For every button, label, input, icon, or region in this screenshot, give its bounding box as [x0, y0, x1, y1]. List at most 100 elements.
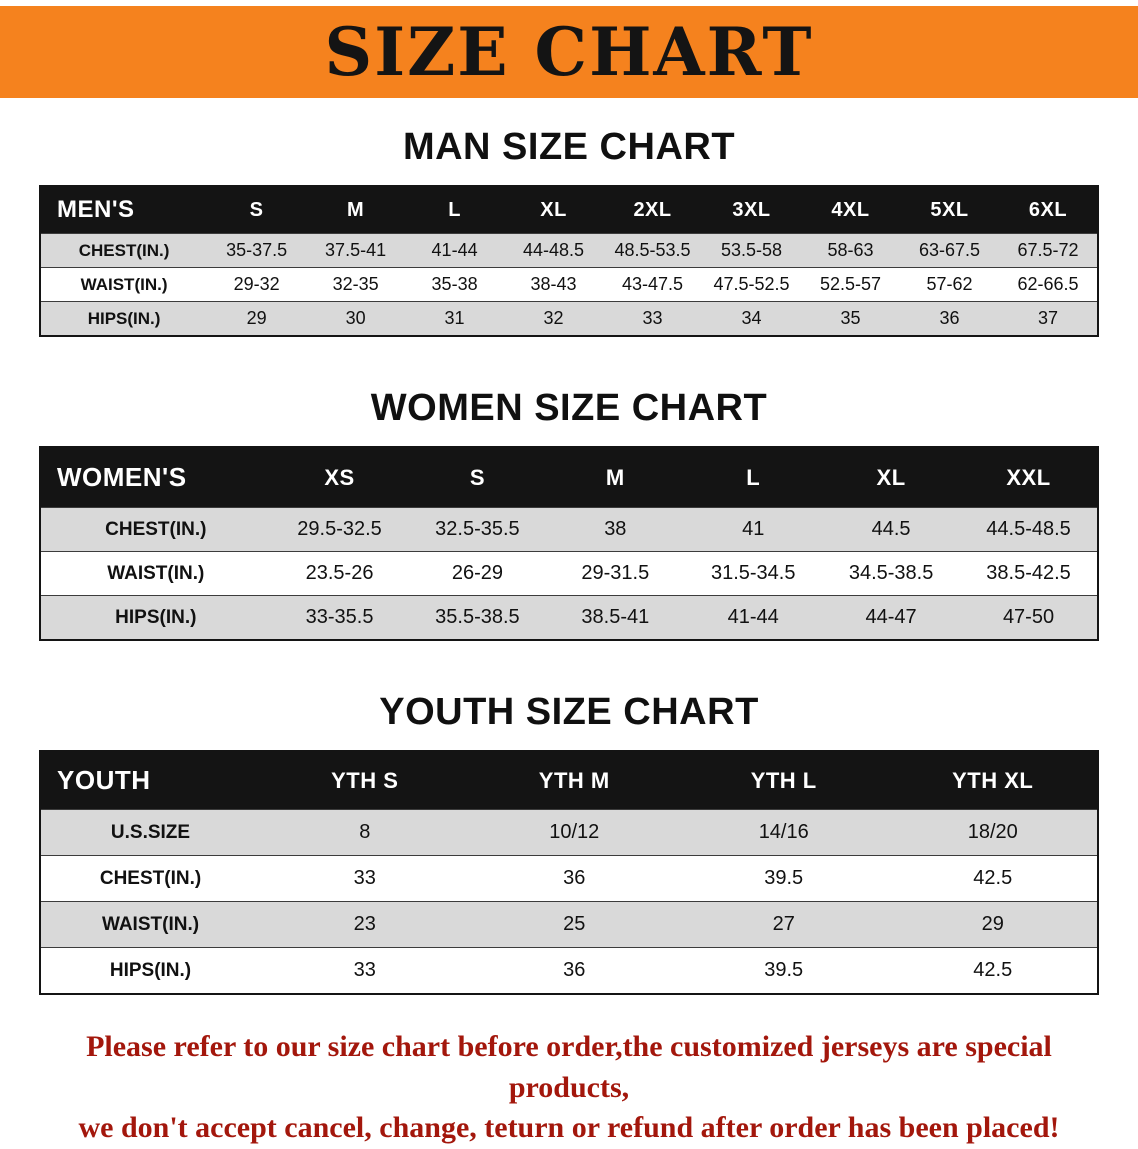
- table-cell: 32.5-35.5: [435, 518, 520, 540]
- table-cell: 63-67.5: [918, 240, 981, 260]
- table-cell: 44.5: [871, 518, 911, 540]
- table-header-row: YOUTH YTH S YTH M YTH L YTH XL: [40, 751, 1098, 810]
- note-line-1: Please refer to our size chart before or…: [86, 1030, 1052, 1104]
- table-cell: 47.5-52.5: [713, 274, 790, 294]
- table-cell: 36: [563, 959, 586, 981]
- table-cell: 18/20: [967, 821, 1018, 843]
- table-cell: 27: [772, 913, 795, 935]
- table-cell: 30: [345, 308, 366, 328]
- women-size-chart-heading: WOMEN SIZE CHART: [370, 387, 768, 429]
- table-row: CHEST(IN.) 29.5-32.5 32.5-35.5 38 41 44.5 44.5…: [40, 507, 1098, 552]
- table-cell: 47-50: [1002, 606, 1055, 628]
- table-cell: 38: [604, 518, 627, 540]
- table-row: HIPS(IN.) 29 30 31 32 33 34 35 36 37: [40, 301, 1098, 336]
- banner: SIZE CHART: [0, 6, 1138, 98]
- table-cell: 33: [642, 308, 663, 328]
- table-cell: 37: [1037, 308, 1058, 328]
- table-row: HIPS(IN.) 33 36 39.5 42.5: [40, 947, 1098, 995]
- man-size-chart-section: MAN SIZE CHART MEN'S S M L XL 2XL 3XL 4XL 5XL 6XL…: [0, 126, 1138, 337]
- youth-size-chart-heading: YOUTH SIZE CHART: [379, 691, 759, 733]
- table-header-cell: XS: [270, 447, 409, 508]
- table-cell: 33-35.5: [305, 606, 374, 628]
- table-cell: 8: [359, 821, 371, 843]
- table-row: HIPS(IN.) 33-35.5 35.5-38.5 38.5-41 41-44 44-…: [40, 595, 1098, 640]
- table-cell: 32: [543, 308, 564, 328]
- row-label-cell: WAIST(IN.): [107, 562, 205, 584]
- page-title: SIZE CHART: [324, 13, 814, 91]
- table-row: U.S.SIZE 8 10/12 14/16 18/20: [40, 809, 1098, 856]
- table-title-cell: MEN'S: [40, 186, 208, 234]
- table-header-cell: 4XL: [801, 186, 900, 234]
- table-cell: 33: [353, 959, 376, 981]
- table-row: WAIST(IN.) 23 25 27 29: [40, 901, 1098, 948]
- mens-size-table: MEN'S S M L XL 2XL 3XL 4XL 5XL 6XL CHEST(IN.) 35-37…: [39, 185, 1099, 337]
- table-cell: 31.5-34.5: [710, 562, 796, 584]
- table-cell: 44-48.5: [523, 240, 585, 260]
- table-header-cell: YTH S: [260, 751, 470, 810]
- table-cell: 39.5: [764, 959, 804, 981]
- footer-note: Please refer to our size chart before or…: [24, 1027, 1114, 1149]
- table-row: WAIST(IN.) 23.5-26 26-29 29-31.5 31.5-34.5 34…: [40, 551, 1098, 596]
- table-cell: 26-29: [451, 562, 503, 584]
- row-label-cell: CHEST(IN.): [105, 518, 207, 540]
- table-header-cell: M: [306, 186, 406, 234]
- table-cell: 23.5-26: [305, 562, 374, 584]
- table-cell: 42.5: [973, 867, 1013, 889]
- table-header-cell: XL: [504, 186, 604, 234]
- table-cell: 29: [981, 913, 1004, 935]
- table-head: MEN'S S M L XL 2XL 3XL 4XL 5XL 6XL: [40, 186, 1098, 234]
- table-cell: 42.5: [973, 959, 1013, 981]
- women-size-chart-section: WOMEN SIZE CHART WOMEN'S XS S M L XL XXL CHEST(…: [0, 387, 1138, 641]
- table-header-row: WOMEN'S XS S M L XL XXL: [40, 447, 1098, 508]
- table-header-cell: L: [405, 186, 505, 234]
- table-cell: 43-47.5: [622, 274, 684, 294]
- table-cell: 44-47: [865, 606, 917, 628]
- row-label-cell: CHEST(IN.): [78, 240, 170, 260]
- size-chart-page: SIZE CHART MAN SIZE CHART MEN'S S M L XL 2XL 3…: [0, 6, 1138, 1149]
- table-head: WOMEN'S XS S M L XL XXL: [40, 447, 1098, 508]
- table-cell: 14/16: [758, 821, 809, 843]
- table-cell: 62-66.5: [1017, 274, 1079, 294]
- table-cell: 35-37.5: [226, 240, 288, 260]
- table-row: WAIST(IN.) 29-32 32-35 35-38 38-43 43-47.5 47.…: [40, 267, 1098, 302]
- table-cell: 35.5-38.5: [435, 606, 520, 628]
- row-label-cell: WAIST(IN.): [80, 274, 168, 294]
- table-cell: 44.5-48.5: [986, 518, 1071, 540]
- row-label-cell: HIPS(IN.): [115, 606, 197, 628]
- table-cell: 29: [246, 308, 267, 328]
- table-cell: 48.5-53.5: [614, 240, 691, 260]
- table-cell: 29-31.5: [581, 562, 650, 584]
- table-header-cell: 3XL: [702, 186, 802, 234]
- table-cell: 41-44: [431, 240, 478, 260]
- table-cell: 57-62: [926, 274, 973, 294]
- youth-size-table: YOUTH YTH S YTH M YTH L YTH XL U.S.SIZE 8 10/12…: [39, 750, 1099, 995]
- table-cell: 29.5-32.5: [297, 518, 382, 540]
- table-cell: 35: [840, 308, 861, 328]
- table-body: CHEST(IN.) 35-37.5 37.5-41 41-44 44-48.5 48.5…: [40, 233, 1098, 336]
- table-header-cell: 2XL: [603, 186, 703, 234]
- table-cell: 41-44: [727, 606, 779, 628]
- table-title-cell: YOUTH: [40, 751, 261, 810]
- table-cell: 34: [741, 308, 762, 328]
- table-cell: 39.5: [764, 867, 804, 889]
- table-cell: 58-63: [827, 240, 874, 260]
- table-cell: 36: [563, 867, 586, 889]
- row-label-cell: HIPS(IN.): [109, 959, 192, 981]
- row-label-cell: U.S.SIZE: [110, 821, 191, 843]
- table-body: U.S.SIZE 8 10/12 14/16 18/20 CHEST(IN.) 33 36 39…: [40, 809, 1098, 995]
- table-cell: 67.5-72: [1017, 240, 1079, 260]
- table-cell: 35-38: [431, 274, 478, 294]
- table-header-cell: XXL: [960, 447, 1098, 508]
- table-header-cell: YTH L: [678, 751, 889, 810]
- table-cell: 33: [353, 867, 376, 889]
- table-cell: 41: [742, 518, 765, 540]
- table-header-cell: 6XL: [998, 186, 1098, 234]
- table-cell: 38.5-42.5: [986, 562, 1071, 584]
- table-cell: 52.5-57: [819, 274, 882, 294]
- table-body: CHEST(IN.) 29.5-32.5 32.5-35.5 38 41 44.5 44.5…: [40, 507, 1098, 640]
- table-header-cell: XL: [822, 447, 961, 508]
- table-title-cell: WOMEN'S: [40, 447, 271, 508]
- man-size-chart-heading: MAN SIZE CHART: [402, 126, 736, 168]
- table-row: CHEST(IN.) 35-37.5 37.5-41 41-44 44-48.5 48.5…: [40, 233, 1098, 268]
- table-header-cell: YTH XL: [888, 751, 1098, 810]
